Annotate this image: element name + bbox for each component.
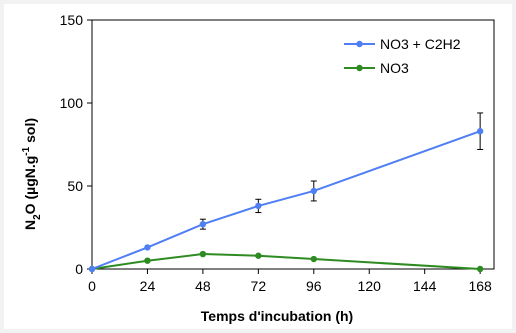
y-tick-label: 0 [75,261,83,277]
data-point [476,265,484,273]
x-tick-label: 24 [140,278,156,294]
data-point [199,250,207,258]
x-tick-label: 120 [358,278,382,294]
x-tick-label: 72 [251,278,267,294]
series-line [91,130,481,270]
data-point [310,255,317,263]
legend: NO3 + C2H2 NO3 [344,36,461,76]
tick-labels: 0 50 100 150 0 24 48 72 96 120 144 168 [60,12,492,294]
data-point [310,187,317,195]
legend-label: NO3 + C2H2 [380,36,461,52]
y-tick-label: 50 [67,178,83,194]
x-axis-title: Temps d'incubation (h) [201,308,353,324]
y-tick-label: 150 [60,12,84,28]
data-point [199,220,207,228]
legend-label: NO3 [380,60,409,76]
data-point [144,257,151,264]
y-tick-label: 100 [60,95,84,111]
legend-marker [356,64,363,72]
x-tick-label: 0 [88,278,96,294]
chart-card: 0 50 100 150 0 24 48 72 96 120 144 168 NO3 + C2H2 NO… [4,4,512,329]
x-tick-label: 168 [468,278,492,294]
x-tick-label: 144 [413,278,437,294]
axes [87,19,495,274]
y-axis-title: N2O (µgN.g-1 sol) [21,118,43,230]
data-point [255,202,262,210]
data-point [255,252,262,259]
data-point [476,128,484,135]
series-line [91,253,481,270]
series-layer [88,112,484,273]
plot-frame [91,19,495,270]
legend-marker [356,40,363,48]
data-point [88,265,96,273]
series-0 [88,112,484,273]
x-tick-label: 48 [195,278,211,294]
data-point [144,244,151,251]
x-tick-label: 96 [306,278,322,294]
